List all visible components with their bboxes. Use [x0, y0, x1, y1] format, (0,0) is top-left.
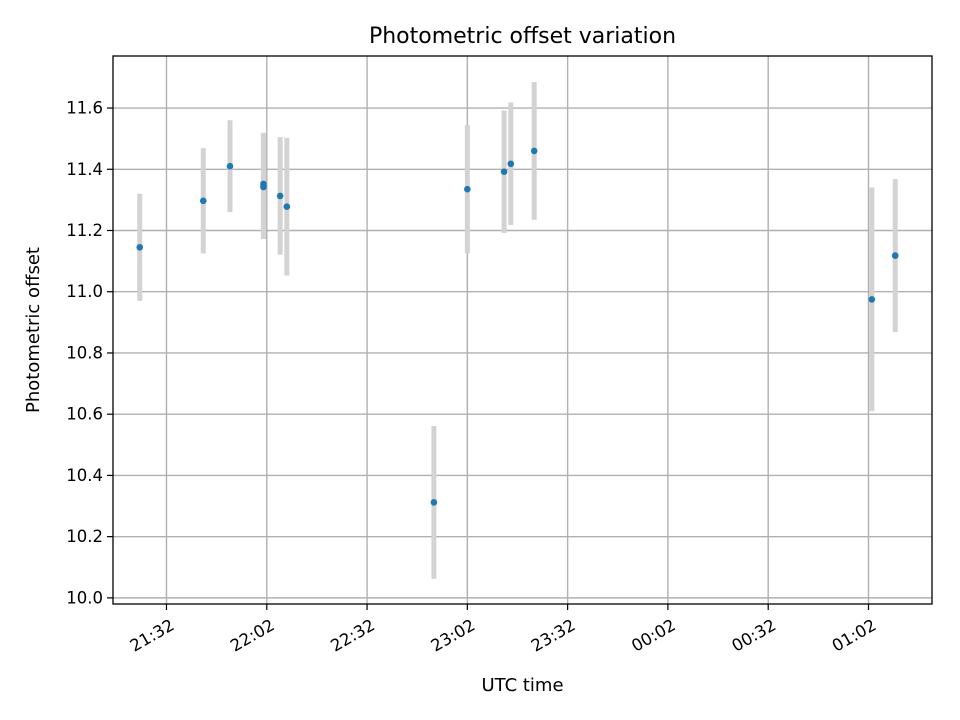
y-tick-label: 11.2: [66, 221, 103, 240]
error-bars: [137, 82, 898, 579]
y-tick-label: 11.4: [66, 160, 103, 179]
y-tick-label: 10.8: [66, 343, 103, 362]
data-point: [283, 203, 291, 210]
data-point: [500, 168, 508, 176]
y-tick-label: 10.0: [66, 588, 103, 607]
y-tick-label: 10.2: [66, 527, 103, 546]
data-point: [199, 197, 207, 205]
plot-frame: [112, 55, 933, 605]
y-axis-label: Photometric offset: [23, 247, 44, 413]
x-tick-label: 22:32: [327, 615, 378, 655]
data-point: [260, 183, 267, 191]
data-point: [464, 185, 471, 193]
x-tick-label: 23:02: [428, 615, 479, 655]
x-tick-label: 23:32: [528, 615, 579, 655]
chart-title: Photometric offset variation: [369, 24, 676, 49]
x-tick-label: 00:32: [729, 615, 780, 655]
data-point: [507, 160, 515, 168]
x-axis-label: UTC time: [481, 675, 563, 696]
data-point: [276, 192, 284, 200]
y-tick-label: 10.4: [66, 466, 103, 485]
data-point: [136, 244, 144, 251]
data-points: [136, 147, 899, 506]
data-point: [891, 252, 899, 259]
data-point: [226, 162, 234, 170]
data-point: [868, 296, 876, 303]
x-tick-label: 00:02: [628, 615, 679, 655]
grid: [113, 56, 932, 604]
y-tick-label: 11.6: [66, 99, 103, 118]
x-tick-label: 22:02: [227, 615, 278, 655]
x-tick-label: 01:02: [829, 615, 880, 655]
y-axis-ticks: 10.0 10.2 10.4 10.6 10.8 11.0 11.2 11.4 11.6: [66, 99, 113, 607]
y-tick-label: 11.0: [66, 282, 103, 301]
data-point: [530, 147, 538, 155]
x-tick-label: 21:32: [127, 615, 178, 655]
data-point: [430, 499, 438, 506]
x-axis-ticks: 21:32 22:02 22:32 23:02 23:32 00:02 00:32 01:02: [127, 604, 880, 656]
y-tick-label: 10.6: [66, 405, 103, 424]
